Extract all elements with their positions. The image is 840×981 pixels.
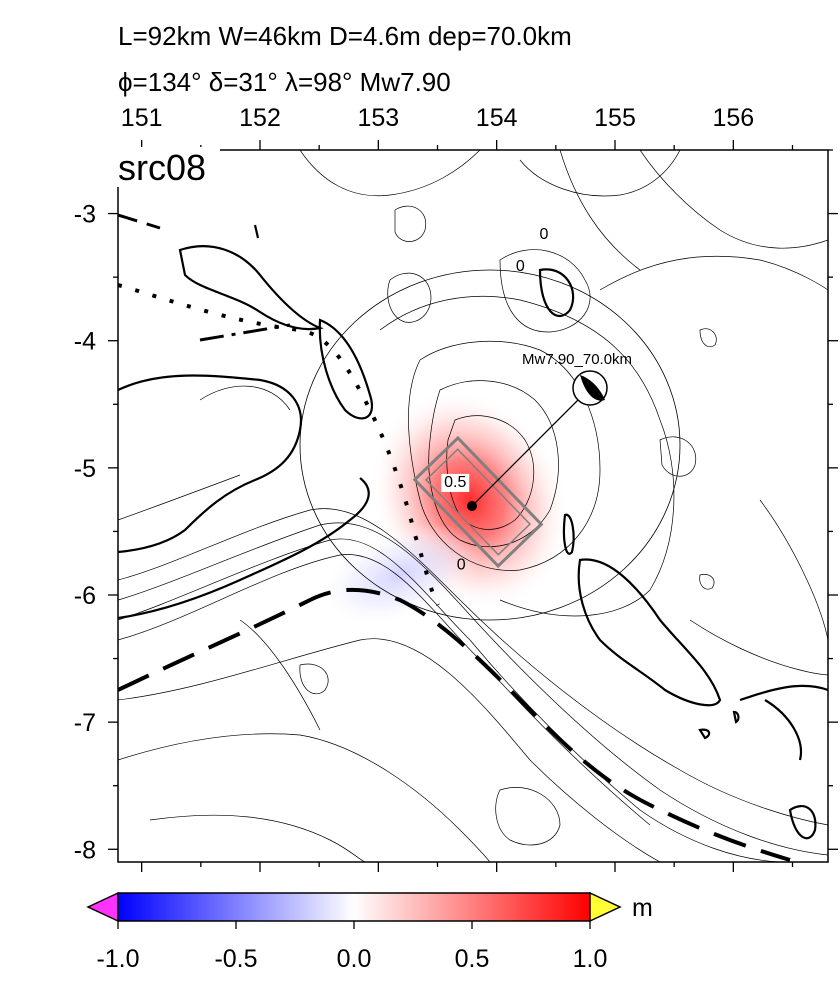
header-source-parameters: L=92km W=46km D=4.6m dep=70.0km (118, 21, 572, 51)
coastlines (118, 224, 828, 840)
map-frame (117, 149, 829, 863)
colorbar-unit: m (632, 894, 653, 922)
secondary-boundary (118, 213, 161, 230)
map-area: Mw7.90_70.0km 000.50 (118, 150, 828, 862)
lat-tick-label: -7 (74, 709, 96, 737)
lon-tick-label: 155 (594, 104, 636, 132)
lat-tick-label: -8 (74, 836, 96, 864)
longitude-axis-labels: 151 152 153 154 155 156 (121, 104, 754, 132)
lon-tick-label: 151 (121, 104, 163, 132)
header-fault-angles: ϕ=134° δ=31° λ=98° Mw7.90 (118, 67, 451, 97)
contour-label: 0 (516, 258, 525, 275)
lon-tick-label: 154 (476, 104, 518, 132)
lon-tick-label: 152 (239, 104, 281, 132)
contour-label: 0 (457, 557, 466, 574)
lat-tick-label: -3 (74, 201, 96, 229)
lat-tick-label: -5 (74, 455, 96, 483)
map-frame-ticks (108, 140, 838, 872)
colorbar-tick-label: -0.5 (214, 945, 257, 973)
contour-label: 0 (540, 226, 549, 243)
colorbar-overflow-triangle (589, 891, 622, 923)
colorbar-ticks: -1.0 -0.5 0.0 0.5 1.0 (96, 921, 607, 973)
source-region-circle (299, 269, 681, 621)
focal-mechanism-beachball (572, 370, 608, 406)
mechanism-connector (471, 387, 591, 507)
secondary-boundary-2 (199, 323, 291, 342)
colorbar-underflow-triangle (86, 891, 119, 923)
lat-tick-label: -6 (74, 582, 96, 610)
lat-tick-label: -4 (74, 328, 96, 356)
colorbar-tick-label: 0.5 (455, 945, 490, 973)
lon-tick-label: 156 (712, 104, 754, 132)
fault-plane-rectangle (412, 435, 544, 569)
colorbar: m -1.0 -0.5 0.0 0.5 1.0 (86, 891, 653, 973)
contour-labels: 000.50 (441, 226, 549, 574)
epicenter-marker (467, 501, 477, 511)
lon-tick-label: 153 (357, 104, 399, 132)
colorbar-tick-label: -1.0 (96, 945, 139, 973)
colorbar-tick-label: 0.0 (337, 945, 372, 973)
trench-dashed-line (118, 587, 791, 862)
bathymetry-contours (118, 150, 828, 862)
mechanism-label: Mw7.90_70.0km (522, 351, 632, 368)
subsidence-field (318, 523, 482, 627)
latitude-axis-labels: -3 -4 -5 -6 -7 -8 (74, 201, 96, 865)
panel-label: src08 (118, 147, 206, 188)
colorbar-gradient (117, 892, 591, 922)
colorbar-tick-label: 1.0 (573, 945, 608, 973)
contour-label: 0.5 (444, 474, 466, 491)
contour-label-bg (441, 473, 470, 492)
